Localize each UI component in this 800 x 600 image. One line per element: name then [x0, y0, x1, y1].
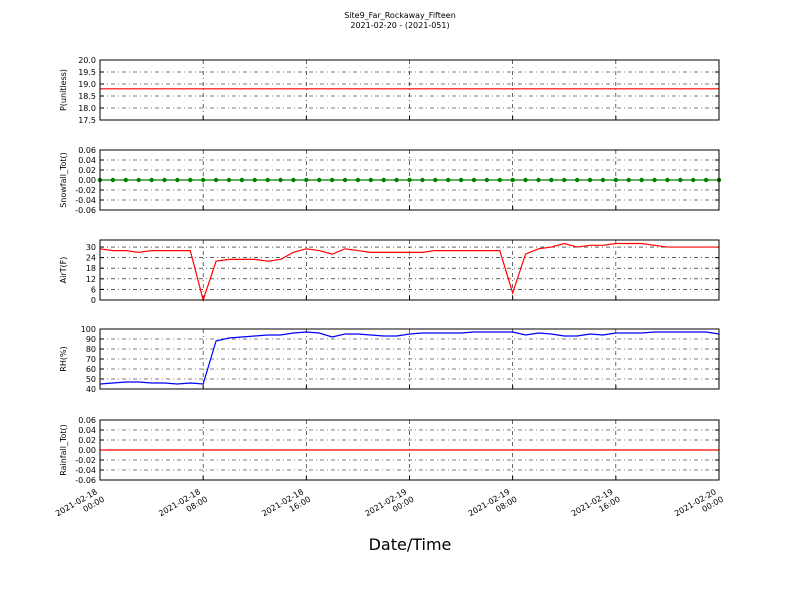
data-point	[149, 177, 154, 183]
data-point	[665, 177, 670, 183]
plot-frame	[99, 239, 720, 301]
data-point	[329, 177, 335, 183]
y-tick-label: 19.0	[78, 80, 96, 89]
plot-frame	[99, 59, 720, 121]
data-point	[110, 177, 116, 183]
data-point	[226, 177, 232, 183]
data-point	[652, 177, 657, 183]
y-tick-label: 30	[86, 243, 96, 252]
data-point	[317, 177, 322, 183]
data-point	[304, 177, 309, 183]
data-point	[445, 177, 451, 183]
y-tick-label: 0	[91, 296, 96, 305]
plot-frame	[99, 419, 720, 481]
data-point	[355, 177, 361, 183]
y-tick-label: 80	[86, 345, 96, 354]
data-point	[626, 177, 631, 183]
y-tick-label: 0.00	[78, 176, 96, 185]
data-point	[136, 177, 141, 183]
data-point	[497, 177, 502, 183]
chart-title: Site9_Far_Rockaway_Fifteen	[344, 11, 456, 20]
y-tick-label: -0.02	[75, 456, 96, 465]
y-tick-label: -0.06	[75, 476, 96, 485]
data-point	[265, 177, 270, 183]
data-line	[99, 331, 720, 385]
y-tick-label: 6	[91, 285, 96, 294]
y-axis-label: P(unitless)	[59, 69, 68, 111]
data-point	[278, 177, 283, 183]
data-point	[691, 177, 696, 183]
y-tick-label: 100	[81, 325, 96, 334]
data-point	[639, 177, 644, 183]
data-point	[458, 177, 464, 183]
y-tick-label: 19.5	[78, 68, 96, 77]
chart-subtitle: 2021-02-20 - (2021-051)	[350, 21, 449, 30]
data-point	[420, 177, 425, 183]
data-point	[175, 177, 180, 183]
data-point	[188, 177, 193, 183]
y-tick-label: 40	[86, 385, 96, 394]
y-axis-label: Snowfall_Tot()	[59, 152, 68, 208]
plot-frame	[99, 149, 720, 211]
data-point	[123, 177, 128, 183]
data-point	[587, 177, 593, 183]
data-point	[600, 177, 606, 183]
y-tick-label: 0.00	[78, 446, 96, 455]
y-tick-label: -0.02	[75, 186, 96, 195]
data-point	[342, 177, 348, 183]
data-point	[574, 177, 580, 183]
data-point	[549, 177, 554, 183]
y-axis-label: RH(%)	[59, 346, 68, 371]
data-point	[613, 177, 619, 183]
data-point	[523, 177, 528, 183]
data-point	[703, 177, 709, 183]
y-tick-label: -0.06	[75, 206, 96, 215]
data-point	[368, 177, 374, 183]
y-tick-label: 90	[86, 335, 96, 344]
data-point	[433, 177, 438, 183]
data-point	[510, 177, 515, 183]
data-point	[678, 177, 683, 183]
y-tick-label: 0.06	[78, 416, 96, 425]
data-point	[213, 177, 219, 183]
data-point	[291, 177, 296, 183]
y-tick-label: 17.5	[78, 116, 96, 125]
y-tick-label: 18.5	[78, 92, 96, 101]
data-point	[239, 177, 245, 183]
plot-frame	[99, 328, 720, 390]
data-point	[484, 177, 490, 183]
y-tick-label: 70	[86, 355, 96, 364]
y-tick-label: 0.02	[78, 436, 96, 445]
y-tick-label: 12	[86, 275, 96, 284]
y-tick-label: 60	[86, 365, 96, 374]
data-point	[252, 177, 257, 183]
data-point	[562, 177, 567, 183]
data-point	[394, 177, 399, 183]
y-axis-label: Rainfall_Tot()	[59, 424, 68, 476]
data-point	[471, 177, 477, 183]
y-tick-label: 0.04	[78, 426, 96, 435]
y-tick-label: 0.06	[78, 146, 96, 155]
data-point	[536, 177, 541, 183]
data-point	[200, 177, 206, 183]
x-axis-label: Date/Time	[369, 535, 452, 554]
y-tick-label: -0.04	[75, 466, 96, 475]
y-tick-label: 0.02	[78, 166, 96, 175]
y-tick-label: 18	[86, 264, 96, 273]
y-tick-label: 50	[86, 375, 96, 384]
y-tick-label: 0.04	[78, 156, 96, 165]
y-tick-label: 24	[86, 254, 96, 263]
data-point	[407, 177, 412, 183]
data-point	[162, 177, 167, 183]
y-tick-label: 20.0	[78, 56, 96, 65]
data-point	[381, 177, 386, 183]
y-axis-label: AirT(F)	[59, 257, 68, 284]
y-tick-label: 18.0	[78, 104, 96, 113]
y-tick-label: -0.04	[75, 196, 96, 205]
